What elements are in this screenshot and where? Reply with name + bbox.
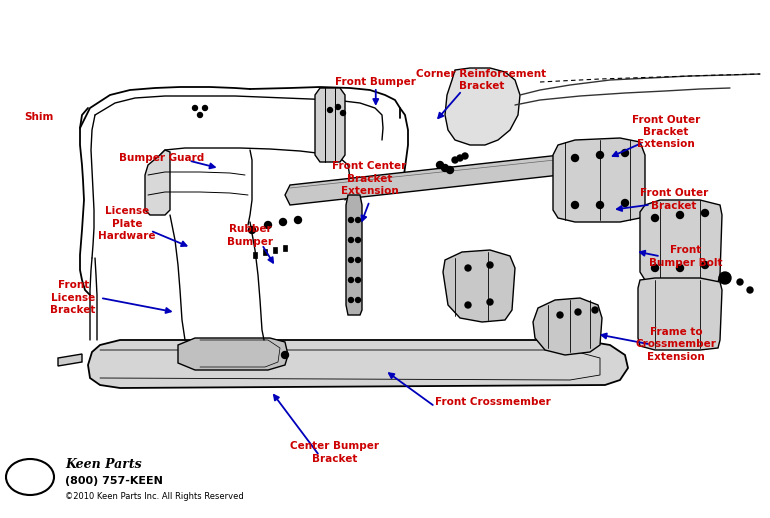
Circle shape (349, 257, 353, 263)
Circle shape (356, 297, 360, 303)
Circle shape (719, 272, 731, 284)
Text: Center Bumper
Bracket: Center Bumper Bracket (290, 441, 380, 464)
Circle shape (203, 106, 207, 110)
Polygon shape (638, 278, 722, 350)
Circle shape (197, 112, 203, 118)
Circle shape (294, 217, 302, 223)
Polygon shape (58, 354, 82, 366)
Circle shape (677, 265, 684, 271)
Text: Front
License
Bracket: Front License Bracket (51, 280, 95, 315)
Circle shape (340, 110, 346, 116)
Circle shape (737, 279, 743, 285)
Bar (263, 249, 267, 255)
Circle shape (592, 307, 598, 313)
Text: Frame to
Crossmember
Extension: Frame to Crossmember Extension (635, 327, 717, 362)
Circle shape (487, 262, 493, 268)
Text: Front Outer
Bracket
Extension: Front Outer Bracket Extension (632, 114, 700, 150)
Circle shape (462, 153, 468, 159)
Text: Front Crossmember: Front Crossmember (435, 397, 551, 407)
Text: Rubber
Bumper: Rubber Bumper (227, 224, 273, 247)
Circle shape (356, 257, 360, 263)
Bar (253, 252, 257, 258)
Circle shape (651, 265, 658, 271)
Circle shape (265, 222, 272, 228)
Bar (283, 245, 287, 251)
Circle shape (575, 309, 581, 315)
Text: Keen Parts: Keen Parts (65, 458, 142, 471)
Circle shape (282, 352, 289, 358)
Polygon shape (178, 338, 288, 370)
Circle shape (349, 218, 353, 223)
Text: Front Outer
Bracket: Front Outer Bracket (640, 188, 708, 211)
Polygon shape (285, 155, 565, 205)
Text: License
Plate
Hardware: License Plate Hardware (99, 206, 156, 241)
Bar (273, 247, 277, 253)
Polygon shape (445, 68, 520, 145)
Circle shape (356, 278, 360, 282)
Circle shape (487, 299, 493, 305)
Circle shape (356, 218, 360, 223)
Text: Shim: Shim (25, 111, 54, 122)
Circle shape (597, 151, 604, 159)
Circle shape (701, 209, 708, 217)
Circle shape (349, 297, 353, 303)
Circle shape (651, 214, 658, 222)
Polygon shape (315, 88, 345, 162)
Polygon shape (640, 200, 722, 285)
Polygon shape (533, 298, 602, 355)
Circle shape (621, 150, 628, 156)
Circle shape (452, 157, 458, 163)
Text: (800) 757-KEEN: (800) 757-KEEN (65, 476, 163, 486)
Circle shape (621, 199, 628, 207)
Circle shape (336, 105, 340, 109)
Circle shape (571, 202, 578, 209)
Polygon shape (443, 250, 515, 322)
Circle shape (457, 155, 463, 161)
Circle shape (677, 211, 684, 219)
Circle shape (280, 219, 286, 225)
Polygon shape (88, 340, 628, 388)
Circle shape (571, 154, 578, 162)
Ellipse shape (6, 459, 54, 495)
Circle shape (327, 108, 333, 112)
Circle shape (441, 165, 448, 171)
Polygon shape (16, 468, 44, 484)
Circle shape (557, 312, 563, 318)
Polygon shape (145, 150, 170, 215)
Text: Front Bumper: Front Bumper (335, 77, 417, 87)
Circle shape (437, 162, 444, 168)
Text: Front Center
Bracket
Extension: Front Center Bracket Extension (333, 161, 407, 196)
Circle shape (249, 226, 256, 234)
Circle shape (356, 237, 360, 242)
Circle shape (349, 278, 353, 282)
Circle shape (465, 265, 471, 271)
Circle shape (349, 237, 353, 242)
Circle shape (701, 262, 708, 268)
Circle shape (447, 166, 454, 174)
Polygon shape (553, 138, 645, 222)
Text: Corner Reinforcement
Bracket: Corner Reinforcement Bracket (417, 69, 546, 92)
Circle shape (747, 287, 753, 293)
Text: ©2010 Keen Parts Inc. All Rights Reserved: ©2010 Keen Parts Inc. All Rights Reserve… (65, 492, 244, 501)
Text: Bumper Guard: Bumper Guard (119, 153, 204, 163)
Text: Front
Bumper Bolt: Front Bumper Bolt (648, 245, 722, 268)
Circle shape (597, 202, 604, 209)
Polygon shape (346, 195, 362, 315)
Circle shape (192, 106, 197, 110)
Circle shape (465, 302, 471, 308)
